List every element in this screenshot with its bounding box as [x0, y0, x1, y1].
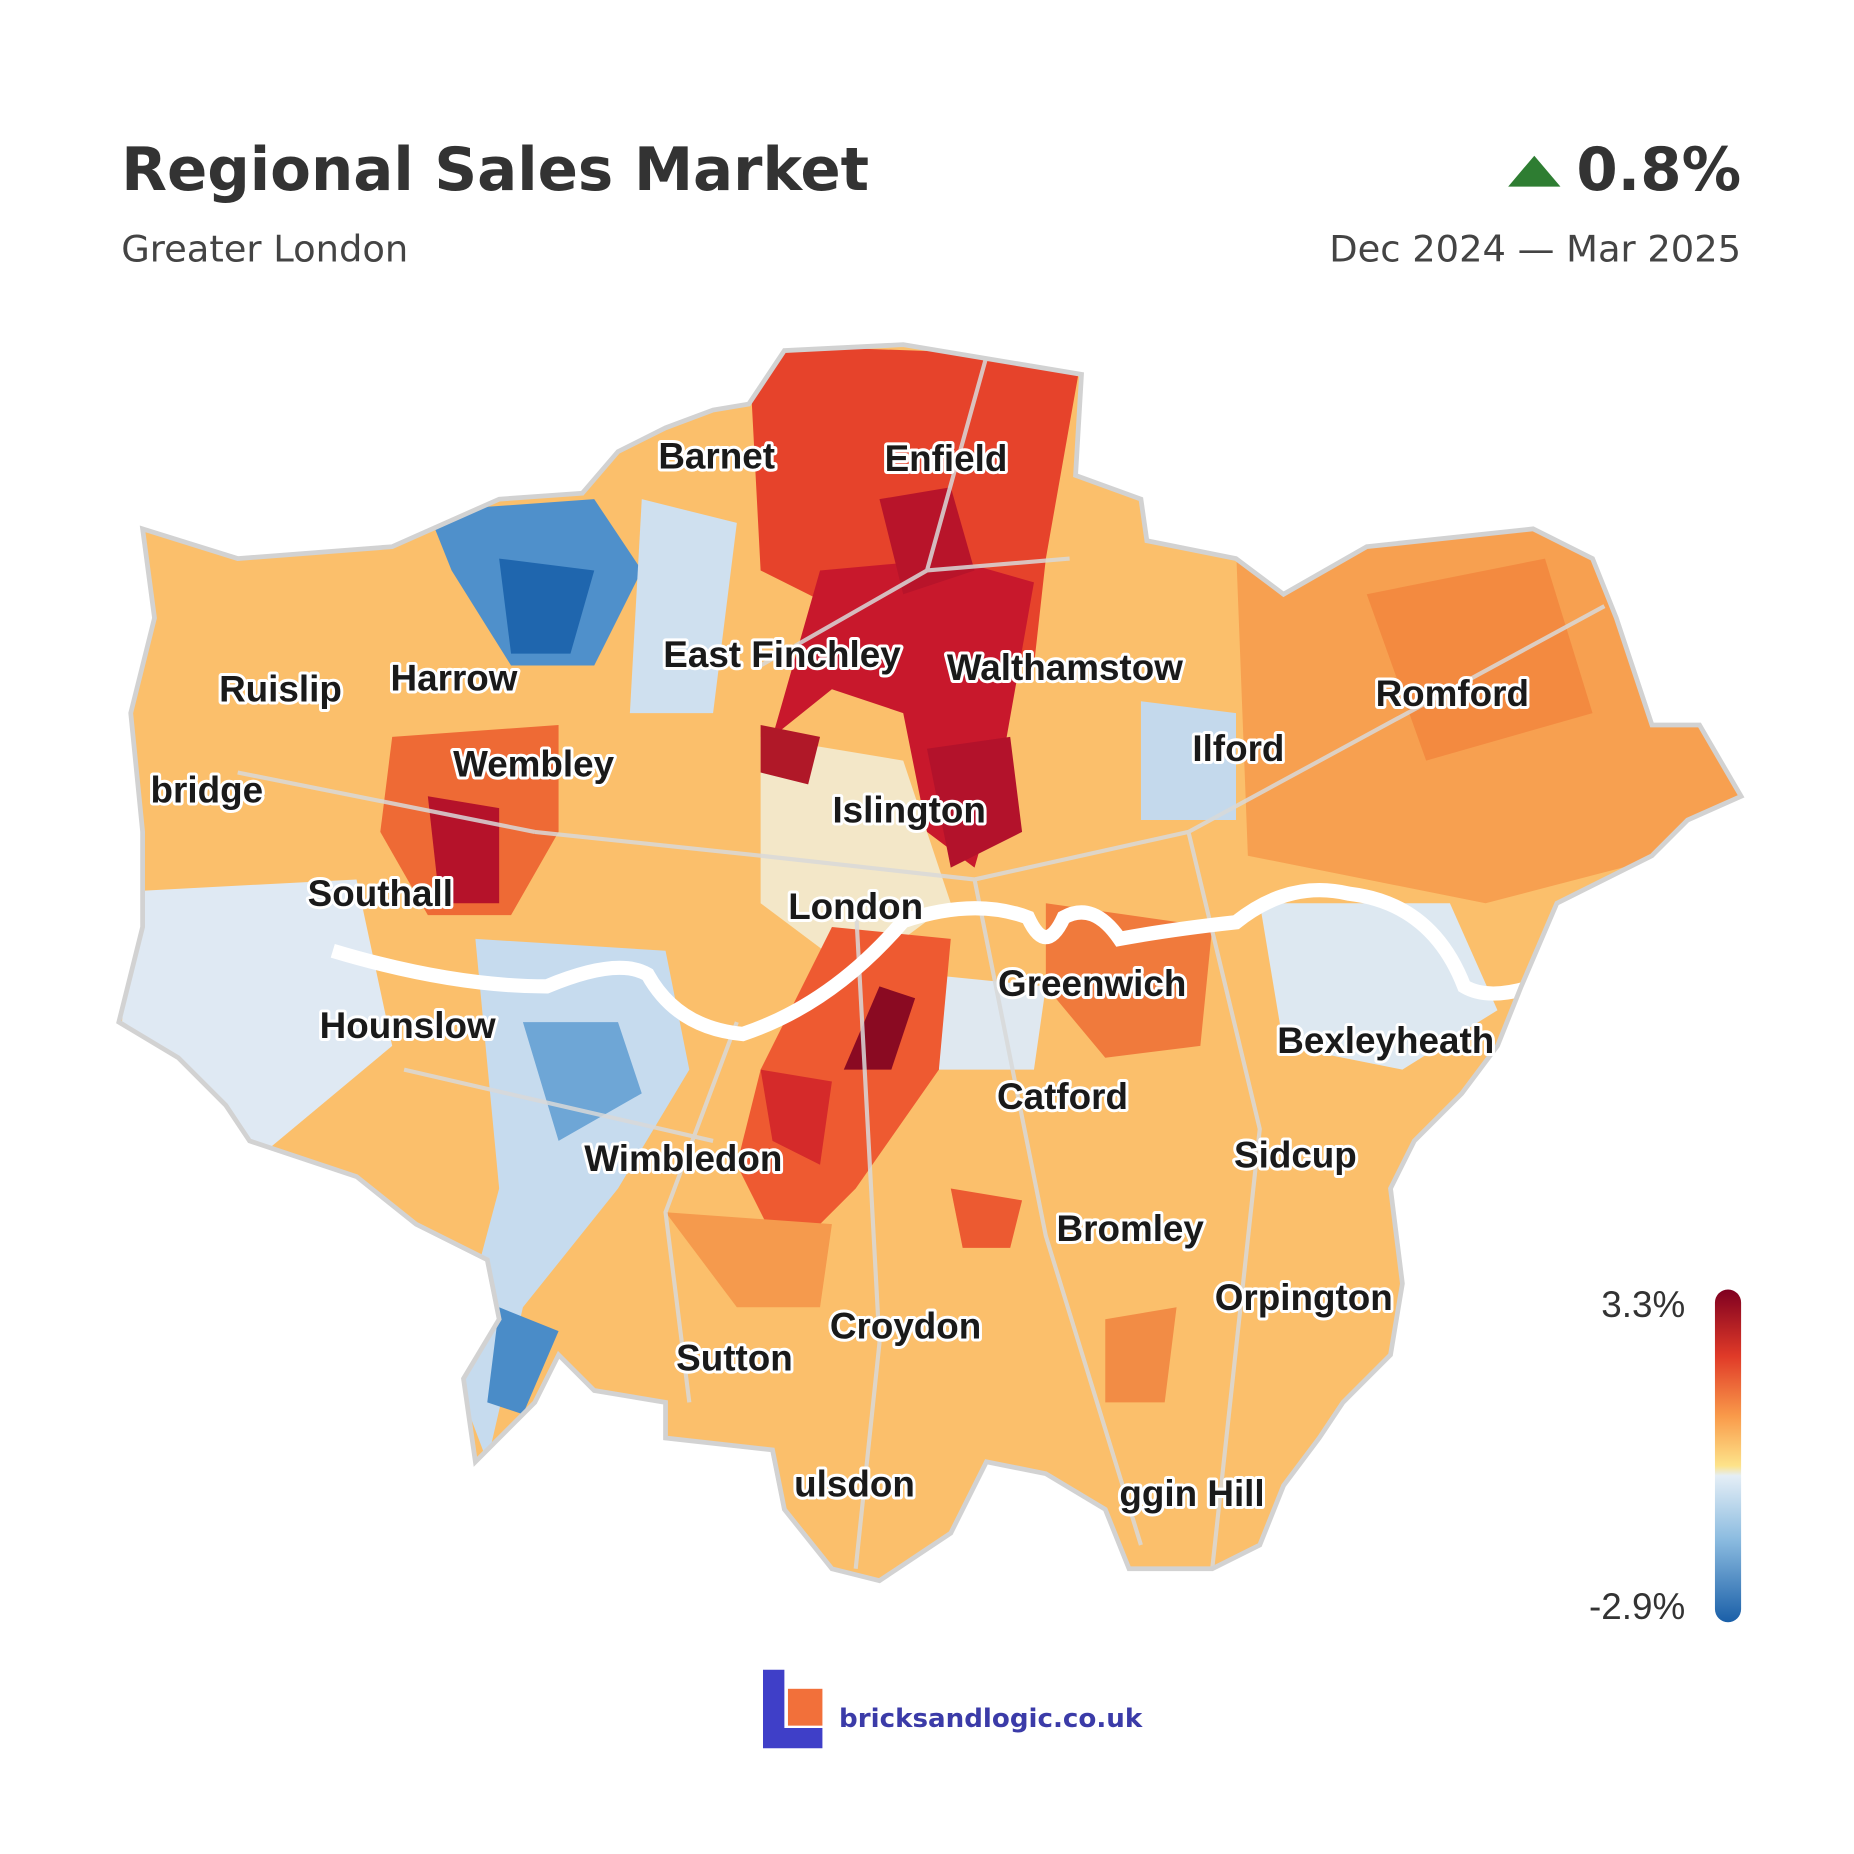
place-label: Wimbledon	[584, 1138, 782, 1179]
place-label: Sutton	[676, 1338, 793, 1379]
subtitle: Greater London	[121, 227, 408, 270]
place-labels: Barnet Enfield East Finchley Walthamstow…	[148, 433, 1532, 1517]
place-label: London	[788, 886, 923, 927]
place-label: Bexleyheath	[1277, 1020, 1494, 1061]
place-label: Sidcup	[1234, 1134, 1357, 1175]
legend-bar	[1714, 1289, 1742, 1623]
up-arrow	[1508, 155, 1561, 187]
place-label: Enfield	[885, 438, 1008, 479]
place-label: Croydon	[830, 1305, 981, 1346]
period: Dec 2024 — Mar 2025	[1329, 227, 1741, 270]
change-value: 0.8%	[1576, 136, 1741, 205]
brand: bricksandlogic.co.uk	[839, 1704, 1143, 1734]
logo	[762, 1669, 823, 1749]
place-label: Ilford	[1192, 728, 1284, 769]
place-label: East Finchley	[663, 634, 901, 675]
legend-max: 3.3%	[1601, 1284, 1685, 1325]
place-label: Southall	[308, 873, 453, 914]
legend-min: -2.9%	[1589, 1586, 1685, 1627]
place-label: Barnet	[658, 435, 775, 476]
place-label: Romford	[1376, 673, 1529, 714]
place-label: Wembley	[453, 743, 615, 784]
place-label: ggin Hill	[1119, 1473, 1264, 1514]
place-label: bridge	[151, 769, 264, 810]
place-label: ulsdon	[794, 1463, 915, 1504]
place-label: Walthamstow	[947, 647, 1183, 688]
place-label: Ruislip	[219, 668, 342, 709]
place-label: Islington	[832, 790, 985, 831]
place-label: Harrow	[391, 658, 518, 699]
place-label: Greenwich	[998, 963, 1186, 1004]
place-label: Hounslow	[320, 1005, 496, 1046]
place-label: Orpington	[1215, 1277, 1393, 1318]
choropleth	[118, 344, 1742, 1581]
place-label: Bromley	[1057, 1208, 1205, 1249]
title: Regional Sales Market	[121, 136, 869, 205]
place-label: Catford	[997, 1076, 1128, 1117]
